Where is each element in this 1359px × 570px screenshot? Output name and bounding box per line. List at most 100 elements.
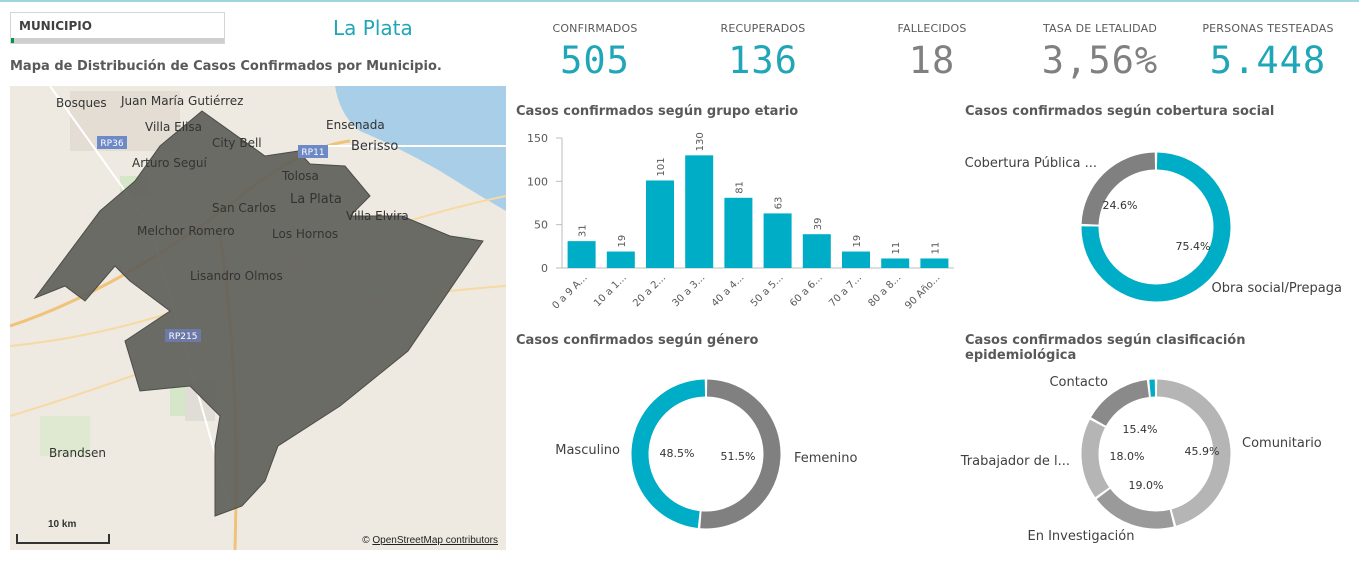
slice-category-label: En Investigación (1027, 529, 1134, 544)
x-tick-label: 60 a 6... (788, 272, 825, 309)
map-title: Mapa de Distribución de Casos Confirmado… (10, 59, 442, 74)
kpi-value: 136 (728, 39, 798, 82)
selected-municipio: La Plata (333, 16, 413, 40)
place-label: Berisso (351, 139, 398, 154)
kpi-value: 18 (908, 39, 956, 82)
place-label: Ensenada (326, 118, 385, 132)
top-accent-line (0, 0, 1359, 2)
slice-category-label: Cobertura Pública ... (965, 156, 1097, 171)
bar-data-label: 11 (891, 242, 902, 255)
kpi-tasa-letalidad: TASA DE LETALIDAD 3,56% (1015, 22, 1185, 82)
river-water (335, 86, 506, 211)
donut-chart-genero[interactable]: 51.5% 48.5% Femenino Masculino (512, 355, 960, 555)
kpi-value: 505 (560, 39, 630, 82)
bar (763, 213, 792, 268)
bar-data-label: 39 (813, 217, 824, 230)
map-scale-bar: 10 km (16, 519, 110, 544)
chart-title-genero: Casos confirmados según género (516, 333, 759, 348)
slice-percent-label: 24.6% (1103, 199, 1138, 212)
kpi-title: FALLECIDOS (897, 22, 967, 35)
bar-data-label: 130 (695, 132, 706, 151)
place-label: Villa Elvira (346, 209, 409, 223)
kpi-title: RECUPERADOS (720, 22, 806, 35)
donut-slice (700, 379, 781, 529)
slice-category-label: Obra social/Prepaga (1212, 281, 1342, 296)
place-label: Brandsen (49, 446, 106, 460)
kpi-title: TASA DE LETALIDAD (1042, 22, 1158, 35)
municipio-polygon[interactable] (33, 110, 484, 517)
slice-category-label: Trabajador de l... (960, 454, 1070, 469)
place-label: La Plata (290, 192, 342, 207)
route-label: RP36 (100, 139, 123, 149)
map-attribution: © OpenStreetMap contributors (362, 535, 498, 546)
route-shield (298, 145, 328, 158)
kpi-value: 3,56% (1041, 39, 1159, 82)
route-shield (97, 136, 127, 149)
x-tick-label: 20 a 2... (631, 272, 668, 309)
slice-category-label: Femenino (794, 451, 858, 466)
donut-slice (631, 379, 706, 529)
bar-data-label: 101 (656, 157, 667, 176)
slice-category-label: Masculino (555, 443, 620, 458)
chart-title-cobertura: Casos confirmados según cobertura social (965, 104, 1275, 119)
place-label: Villa Elisa (145, 120, 202, 134)
bar (881, 258, 910, 268)
donut-chart-clasificacion[interactable]: 45.9% 19.0% 18.0% 15.4% Comunitario En Invest… (960, 355, 1355, 555)
slice-category-label: Contacto (1049, 375, 1108, 390)
bar-data-label: 19 (617, 235, 628, 248)
kpi-confirmados: CONFIRMADOS 505 (510, 22, 680, 82)
attribution-prefix: © (362, 535, 373, 546)
route-label: RP215 (169, 332, 198, 342)
bar (646, 180, 674, 268)
x-tick-label: 90 Año... (903, 272, 942, 311)
kpi-recuperados: RECUPERADOS 136 (678, 22, 848, 82)
slice-category-label: Comunitario (1242, 436, 1322, 451)
slice-percent-label: 19.0% (1129, 479, 1164, 492)
place-label: Los Hornos (272, 227, 338, 241)
x-tick-label: 10 a 1... (592, 272, 629, 309)
x-tick-label: 30 a 3... (670, 272, 707, 309)
y-tick-label: 100 (527, 175, 548, 188)
park-area (40, 416, 90, 456)
donut-slice (1081, 152, 1156, 225)
donut-chart-cobertura[interactable]: 75.4% 24.6% Obra social/Prepaga Cobertura P… (960, 125, 1355, 325)
kpi-personas-testeadas: PERSONAS TESTEADAS 5.448 (1183, 22, 1353, 82)
y-tick-label: 0 (541, 262, 548, 275)
donut-slice (1081, 152, 1231, 302)
bar (606, 251, 635, 268)
bar-data-label: 81 (734, 181, 745, 194)
bar (567, 241, 596, 268)
chart-title-grupo-etario: Casos confirmados según grupo etario (516, 104, 799, 119)
route-label: RP11 (301, 148, 324, 158)
bar-chart-grupo-etario[interactable]: 0 50 100 150 31 0 a 9 A... 19 10 a 1... 101 20 a … (512, 125, 960, 325)
route-shield (165, 329, 201, 342)
slice-percent-label: 75.4% (1176, 240, 1211, 253)
kpi-title: CONFIRMADOS (552, 22, 638, 35)
y-tick-label: 50 (534, 219, 548, 232)
bar-data-label: 31 (578, 224, 589, 237)
bar (685, 155, 714, 268)
municipio-filter[interactable]: MUNICIPIO (10, 12, 225, 44)
bar (842, 251, 870, 268)
place-label: Melchor Romero (137, 224, 235, 238)
place-label: Bosques (56, 96, 107, 110)
kpi-value: 5.448 (1209, 39, 1327, 82)
x-tick-label: 0 a 9 A... (550, 272, 589, 311)
donut-slice (1096, 488, 1174, 529)
place-label: Lisandro Olmos (190, 269, 283, 283)
place-label: Juan María Gutiérrez (120, 94, 243, 108)
slice-percent-label: 15.4% (1123, 423, 1158, 436)
map-panel[interactable]: RP36 RP11 RP215 Bosques Juan María Gutié… (10, 86, 506, 550)
place-label: Tolosa (281, 169, 319, 183)
bar (802, 234, 831, 268)
x-tick-label: 40 a 4... (710, 272, 747, 309)
kpi-title: PERSONAS TESTEADAS (1202, 22, 1334, 35)
slice-percent-label: 51.5% (721, 450, 756, 463)
selection-indicator (11, 38, 14, 43)
place-label: Arturo Seguí (132, 156, 208, 170)
bar (724, 197, 753, 268)
slice-percent-label: 45.9% (1185, 445, 1220, 458)
attribution-link[interactable]: OpenStreetMap contributors (372, 535, 498, 546)
filter-label: MUNICIPIO (19, 19, 92, 33)
map-canvas[interactable]: RP36 RP11 RP215 Bosques Juan María Gutié… (10, 86, 506, 550)
